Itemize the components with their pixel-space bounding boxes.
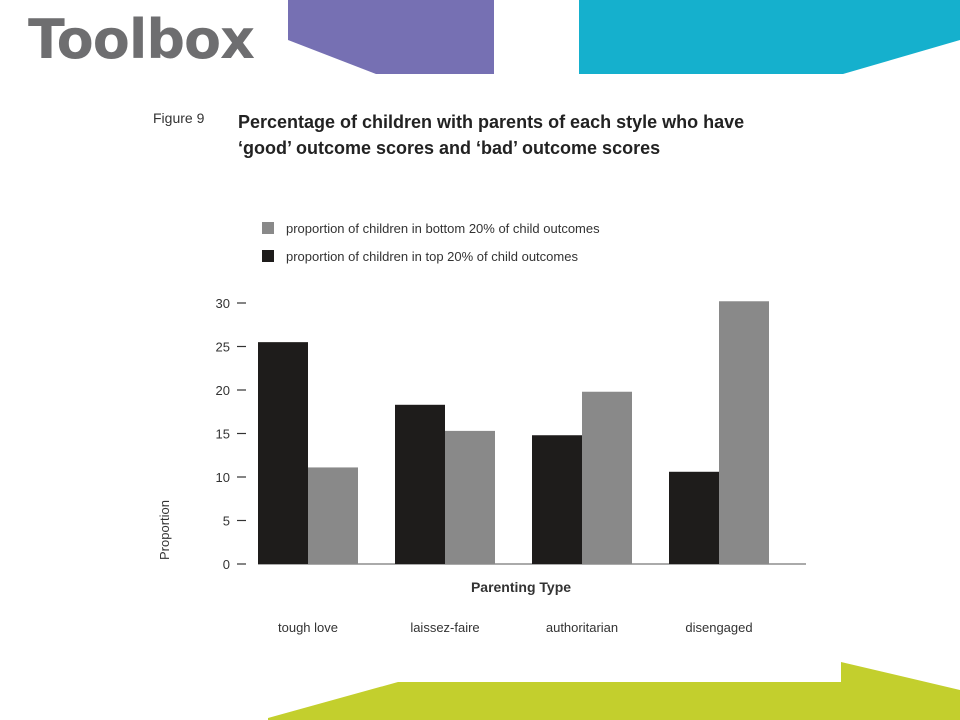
teal-banner-shape	[579, 0, 960, 74]
y-tick-label: 10	[216, 470, 230, 485]
bar-top-tough-love	[258, 342, 308, 564]
legend-swatch-top	[262, 250, 274, 262]
legend-label-top: proportion of children in top 20% of chi…	[286, 248, 578, 264]
x-category-label: tough love	[278, 620, 338, 635]
figure-title: Percentage of children with parents of e…	[238, 112, 745, 158]
legend-swatch-bottom	[262, 222, 274, 234]
lime-arrow-shape	[268, 662, 960, 720]
x-category-label: authoritarian	[546, 620, 618, 635]
y-tick-label: 5	[223, 514, 230, 529]
purple-banner-shape	[288, 0, 494, 74]
legend-label-bottom: proportion of children in bottom 20% of …	[286, 220, 600, 236]
bar-top-authoritarian	[532, 435, 582, 564]
x-category-label: laissez-faire	[410, 620, 479, 635]
bar-bottom-disengaged	[719, 301, 769, 564]
y-axis-title: Proportion	[157, 500, 172, 560]
bar-bottom-tough-love	[308, 467, 358, 564]
chart-legend: proportion of children in bottom 20% of …	[262, 214, 600, 270]
legend-item-top: proportion of children in top 20% of chi…	[262, 242, 600, 270]
bar-top-disengaged	[669, 471, 719, 564]
y-tick-label: 25	[216, 340, 230, 355]
y-tick-label: 15	[216, 427, 230, 442]
figure-label: Figure 9	[153, 110, 205, 126]
bar-bottom-laissez-faire	[445, 430, 495, 564]
bar-bottom-authoritarian	[582, 391, 632, 564]
y-tick-label: 20	[216, 383, 230, 398]
bar-top-laissez-faire	[395, 404, 445, 564]
y-tick-label: 0	[223, 557, 230, 572]
legend-item-bottom: proportion of children in bottom 20% of …	[262, 214, 600, 242]
toolbox-logo: Toolbox	[28, 8, 255, 71]
x-category-label: disengaged	[685, 620, 752, 635]
y-tick-label: 30	[216, 296, 230, 311]
x-axis-title: Parenting Type	[471, 579, 571, 595]
